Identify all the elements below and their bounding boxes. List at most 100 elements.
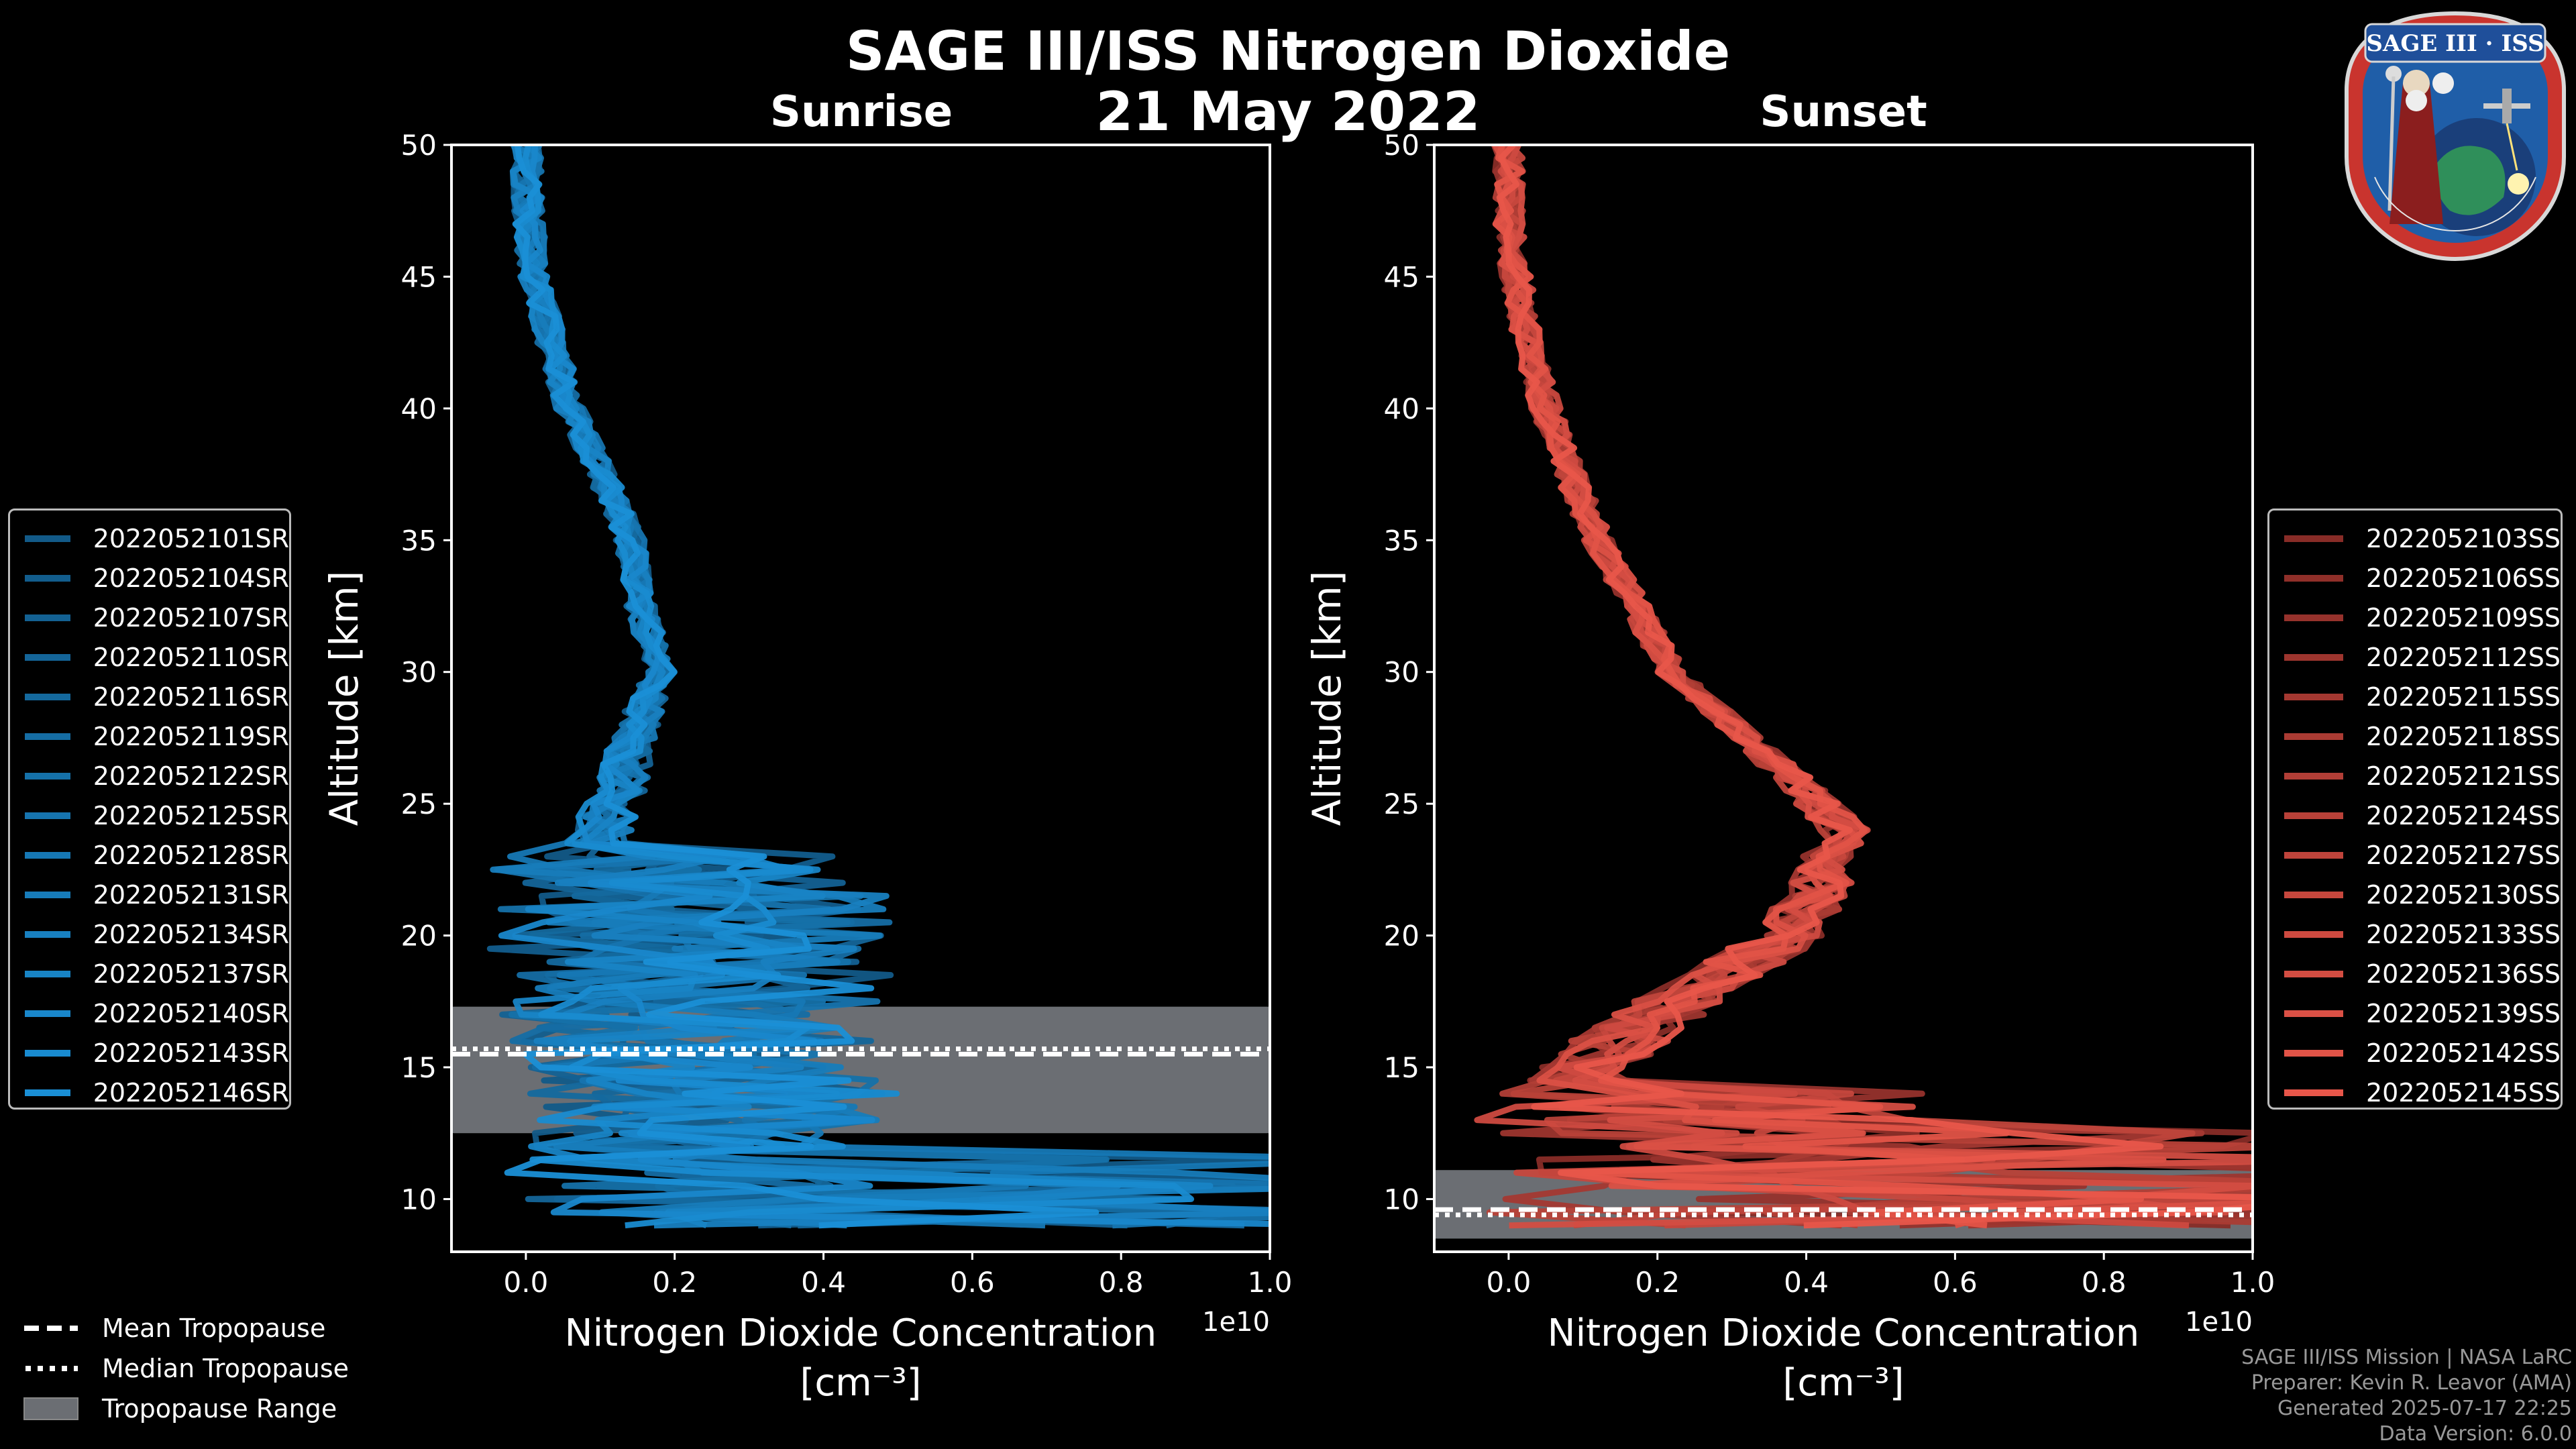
sunrise-axes-frame [450,144,1271,1253]
credits: SAGE III/ISS Mission | NASA LaRC Prepare… [2241,1345,2572,1447]
legend-swatch [25,891,70,898]
sunrise-x-tick-label: 0.2 [652,1266,697,1299]
sunrise-y-tick-label: 45 [401,260,437,293]
sunrise-y-tick-label: 20 [401,920,437,953]
sunrise-y-tick-label: 10 [401,1183,437,1216]
sunset-legend-item: 2022052115SS [2269,677,2561,716]
sunset-x-tick-label: 0.2 [1635,1266,1680,1299]
legend-label: 2022052104SR [93,563,289,593]
sunset-panel-title: Sunset [1760,87,1927,137]
tropopause-legend: Mean Tropopause Median Tropopause Tropop… [23,1308,349,1429]
sunrise-data-layer [451,145,1270,1229]
sunset-x-tick-label: 0.4 [1784,1266,1829,1299]
sunrise-x-tick-label: 1.0 [1248,1266,1293,1299]
legend-label: 2022052103SS [2365,523,2561,553]
sunrise-legend-item: 2022052125SR [10,796,289,835]
legend-swatch [25,653,70,661]
legend-swatch [2284,772,2343,780]
sunset-panel: 10 15 20 25 30 35 40 45 50 0.0 0.2 0.4 0.6 0.8 1.0 1e10… [1304,129,2275,1405]
sunrise-panel: 10 15 20 25 30 35 40 45 50 0.0 0.2 0.4 0.6 0.8 1.0 1e10… [321,129,1293,1405]
legend-swatch [2284,1089,2343,1096]
legend-label: 2022052110SR [93,642,289,672]
legend-swatch [2284,930,2343,938]
legend-swatch [25,772,70,780]
credit-preparer: Preparer: Kevin R. Leavor (AMA) [2251,1371,2572,1395]
sunrise-legend-item: 2022052143SR [10,1033,289,1073]
sunrise-y-tick-label: 50 [401,129,437,162]
sunset-y-tick-label: 40 [1384,392,1419,425]
sunrise-legend-item: 2022052101SR [10,519,289,558]
legend-label: 2022052101SR [93,523,289,553]
legend-swatch [2284,1010,2343,1017]
sunrise-legend-item: 2022052137SR [10,954,289,994]
sage-iii-iss-logo: SAGE III · ISS [2345,11,2566,262]
sunrise-legend-item: 2022052116SR [10,677,289,716]
sunrise-y-tick-label: 40 [401,392,437,425]
sunrise-x-tick-label: 0.0 [504,1266,549,1299]
legend-label: 2022052119SR [93,721,289,751]
sunset-y-tick-label: 30 [1384,656,1419,689]
legend-label: 2022052107SR [93,602,289,633]
sunrise-legend-item: 2022052122SR [10,756,289,796]
sunrise-x-multiplier: 1e10 [1202,1307,1270,1338]
sunrise-y-tick-label: 15 [401,1051,437,1084]
legend-swatch [25,1010,70,1017]
sunrise-legend-item: 2022052107SR [10,598,289,637]
sunrise-y-tick-label: 30 [401,656,437,689]
dotted-line-icon [25,1366,78,1371]
sunrise-x-tick-label: 0.8 [1099,1266,1144,1299]
legend-swatch [2284,614,2343,621]
legend-label: 2022052116SR [93,682,289,712]
sunset-x-tick-label: 0.0 [1487,1266,1532,1299]
legend-label: 2022052112SS [2365,642,2561,672]
sunset-data-layer [1434,145,2253,1239]
legend-swatch [25,1049,70,1057]
sunrise-panel-title: Sunrise [769,87,953,137]
sunset-x-axis-label: Nitrogen Dioxide Concentration [1548,1311,2140,1355]
legend-label: 2022052106SS [2365,563,2561,593]
legend-swatch [25,851,70,859]
credit-mission: SAGE III/ISS Mission | NASA LaRC [2241,1346,2572,1369]
legend-label: Mean Tropopause [102,1313,326,1343]
sunset-legend-item: 2022052103SS [2269,519,2561,558]
legend-median-tropopause: Median Tropopause [23,1348,349,1389]
sunset-legend-item: 2022052130SS [2269,875,2561,914]
sunset-y-tick-label: 50 [1384,129,1419,162]
legend-label: 2022052140SR [93,998,289,1028]
credit-version: Data Version: 6.0.0 [2379,1422,2572,1446]
sunset-x-axis-unit: [cm⁻³] [1782,1361,1904,1405]
sunrise-series-line [504,145,1099,1229]
sunset-legend-item: 2022052106SS [2269,558,2561,598]
legend-label: 2022052139SS [2365,998,2561,1028]
sunset-series-line [1496,145,2253,1229]
sunset-y-tick-label: 45 [1384,260,1419,293]
range-swatch-icon [23,1397,78,1420]
legend-label: 2022052124SS [2365,800,2561,830]
legend-swatch [25,574,70,582]
sunset-x-tick-label: 0.8 [2082,1266,2127,1299]
sunset-y-tick-label: 25 [1384,788,1419,820]
legend-label: 2022052146SR [93,1077,289,1108]
sunset-y-tick-label: 35 [1384,524,1419,557]
dashed-line-icon [24,1326,78,1331]
legend-mean-tropopause: Mean Tropopause [23,1308,349,1348]
sunrise-x-tick-label: 0.6 [950,1266,995,1299]
chart-date: 21 May 2022 [1095,80,1481,143]
legend-swatch [2284,574,2343,582]
sunrise-x-tick-label: 0.4 [801,1266,846,1299]
sunset-legend-item: 2022052133SS [2269,914,2561,954]
svg-text:SAGE III · ISS: SAGE III · ISS [2366,30,2544,57]
sunset-legend-item: 2022052124SS [2269,796,2561,835]
legend-label: 2022052122SR [93,761,289,791]
legend-swatch [2284,851,2343,859]
legend-label: 2022052109SS [2365,602,2561,633]
sunset-legend-item: 2022052136SS [2269,954,2561,994]
sunrise-legend-item: 2022052110SR [10,637,289,677]
sunset-x-tick-label: 0.6 [1933,1266,1978,1299]
legend-label: 2022052121SS [2365,761,2561,791]
legend-label: 2022052142SS [2365,1038,2561,1068]
legend-swatch [25,1089,70,1096]
sunset-y-tick-label: 10 [1384,1183,1419,1216]
sunset-legend: 2022052103SS 2022052106SS 2022052109SS 2022… [2267,508,2563,1110]
